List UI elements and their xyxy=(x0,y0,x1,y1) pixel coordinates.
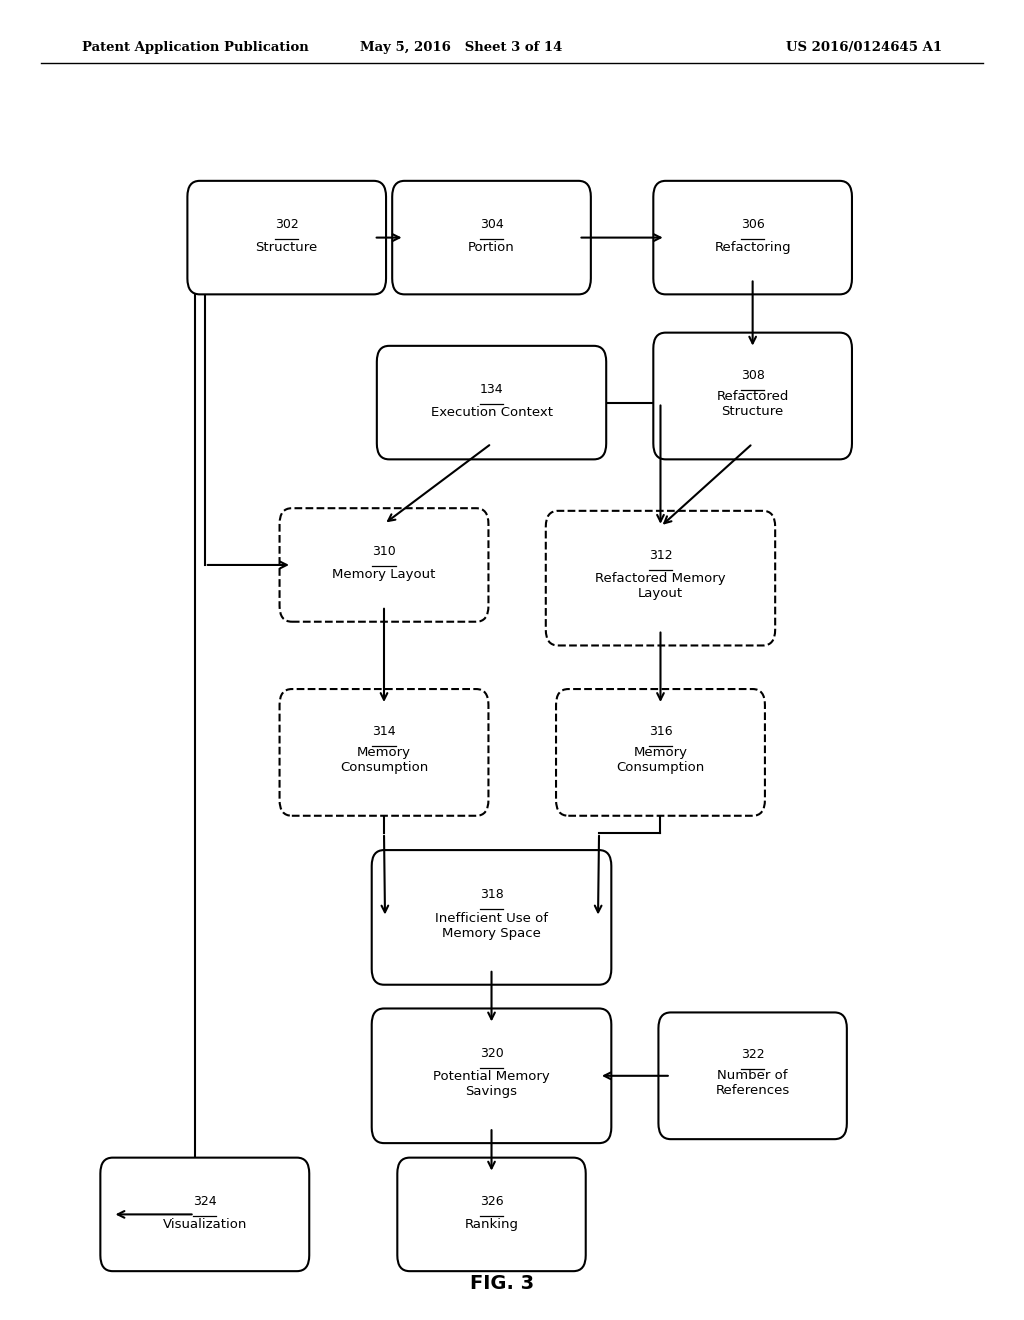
Text: 312: 312 xyxy=(648,549,673,562)
Text: 320: 320 xyxy=(479,1047,504,1060)
Text: May 5, 2016   Sheet 3 of 14: May 5, 2016 Sheet 3 of 14 xyxy=(359,41,562,54)
Text: Refactored Memory
Layout: Refactored Memory Layout xyxy=(595,573,726,601)
Text: 134: 134 xyxy=(479,383,504,396)
Text: Refactoring: Refactoring xyxy=(715,242,791,253)
FancyBboxPatch shape xyxy=(377,346,606,459)
Text: Execution Context: Execution Context xyxy=(430,407,553,418)
FancyBboxPatch shape xyxy=(100,1158,309,1271)
FancyBboxPatch shape xyxy=(280,508,488,622)
FancyBboxPatch shape xyxy=(397,1158,586,1271)
FancyBboxPatch shape xyxy=(658,1012,847,1139)
Text: 326: 326 xyxy=(479,1195,504,1208)
Text: 316: 316 xyxy=(648,725,673,738)
Text: Inefficient Use of
Memory Space: Inefficient Use of Memory Space xyxy=(435,912,548,940)
FancyBboxPatch shape xyxy=(280,689,488,816)
Text: Memory Layout: Memory Layout xyxy=(333,569,435,581)
Text: 308: 308 xyxy=(740,368,765,381)
Text: Memory
Consumption: Memory Consumption xyxy=(616,746,705,774)
Text: 324: 324 xyxy=(193,1195,217,1208)
Text: Potential Memory
Savings: Potential Memory Savings xyxy=(433,1071,550,1098)
Text: Portion: Portion xyxy=(468,242,515,253)
FancyBboxPatch shape xyxy=(556,689,765,816)
Text: 322: 322 xyxy=(740,1048,765,1061)
Text: Number of
References: Number of References xyxy=(716,1069,790,1097)
Text: Structure: Structure xyxy=(256,242,317,253)
Text: 318: 318 xyxy=(479,888,504,902)
FancyBboxPatch shape xyxy=(372,850,611,985)
Text: 310: 310 xyxy=(372,545,396,558)
Text: 314: 314 xyxy=(372,725,396,738)
Text: Patent Application Publication: Patent Application Publication xyxy=(82,41,308,54)
FancyBboxPatch shape xyxy=(392,181,591,294)
Text: Ranking: Ranking xyxy=(465,1218,518,1230)
Text: Visualization: Visualization xyxy=(163,1218,247,1230)
Text: FIG. 3: FIG. 3 xyxy=(470,1274,534,1292)
Text: 304: 304 xyxy=(479,218,504,231)
FancyBboxPatch shape xyxy=(372,1008,611,1143)
Text: Refactored
Structure: Refactored Structure xyxy=(717,389,788,417)
FancyBboxPatch shape xyxy=(653,333,852,459)
FancyBboxPatch shape xyxy=(546,511,775,645)
Text: Memory
Consumption: Memory Consumption xyxy=(340,746,428,774)
Text: US 2016/0124645 A1: US 2016/0124645 A1 xyxy=(786,41,942,54)
FancyBboxPatch shape xyxy=(187,181,386,294)
Text: 302: 302 xyxy=(274,218,299,231)
Text: 306: 306 xyxy=(740,218,765,231)
FancyBboxPatch shape xyxy=(653,181,852,294)
